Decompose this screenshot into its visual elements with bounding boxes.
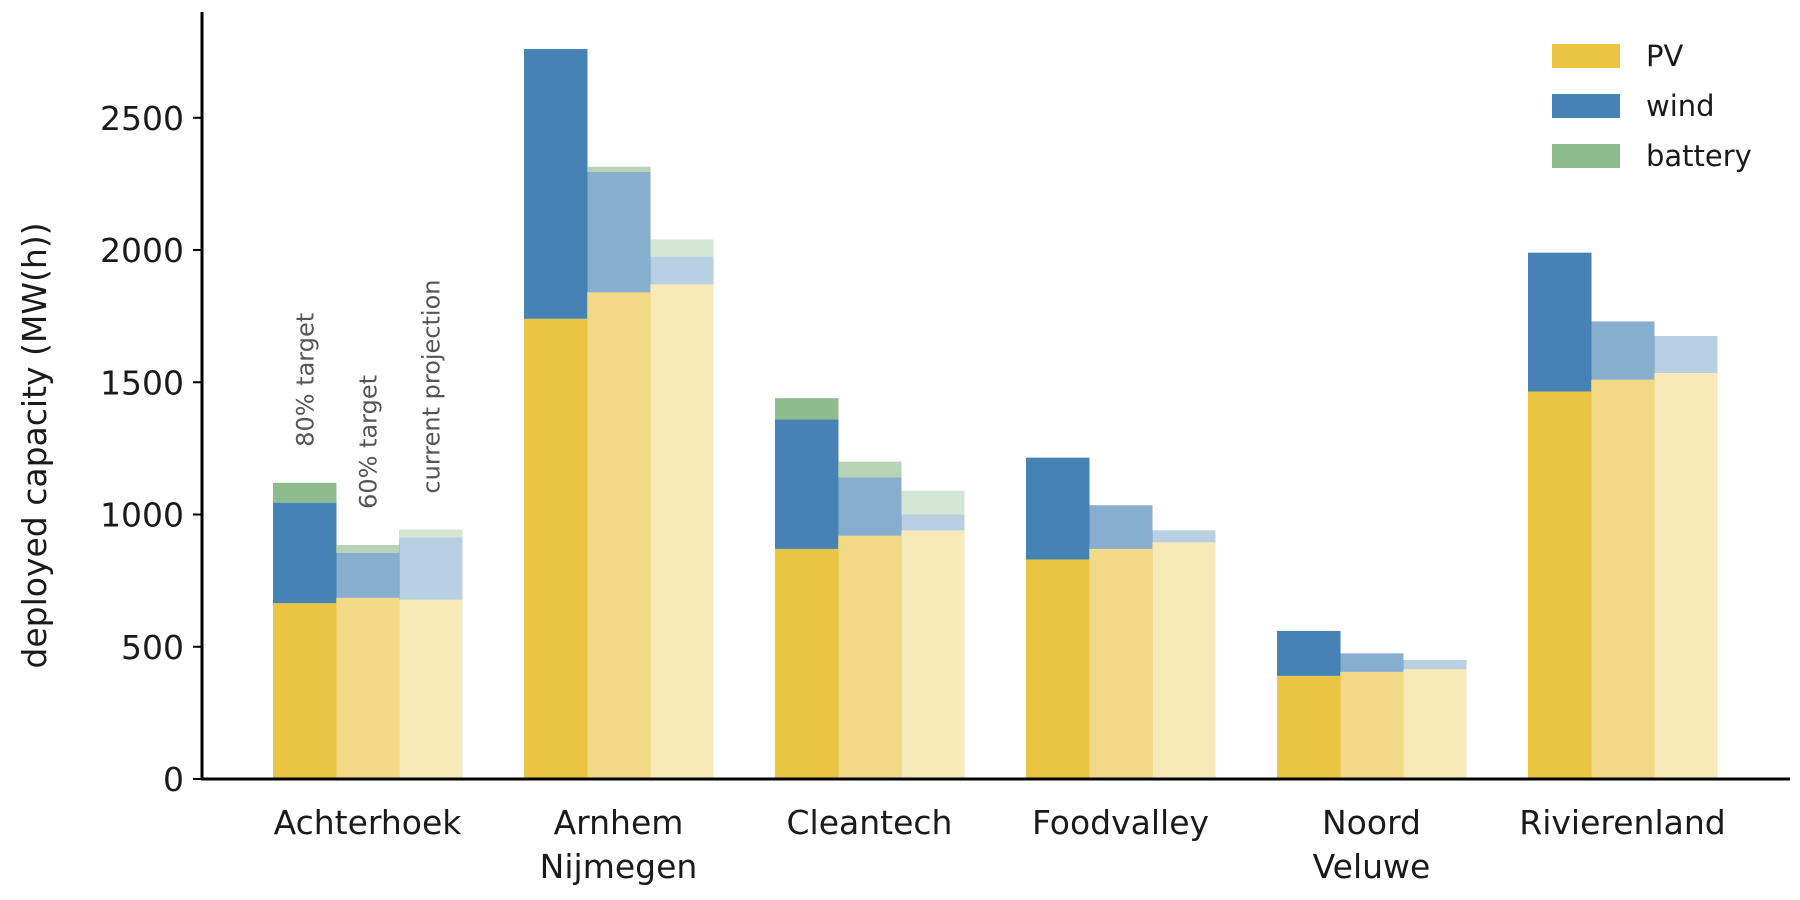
bar-wind-2-2 <box>901 514 965 531</box>
x-tick-label: Arnhem <box>554 803 684 842</box>
x-tick-label: Rivierenland <box>1519 803 1725 842</box>
bar-wind-3-2 <box>1152 530 1216 543</box>
x-tick-label: Noord <box>1322 803 1421 842</box>
legend-swatch-pv <box>1552 44 1620 68</box>
bar-pv-4-2 <box>1403 669 1467 779</box>
bar-battery-2-0 <box>775 398 839 420</box>
bar-wind-2-1 <box>838 477 902 536</box>
y-tick-label: 2000 <box>100 231 184 270</box>
legend-swatch-wind <box>1552 94 1620 118</box>
bar-battery-2-1 <box>838 461 902 478</box>
bar-wind-1-1 <box>587 172 651 293</box>
bar-battery-0-2 <box>399 529 463 538</box>
bar-pv-5-1 <box>1591 379 1655 779</box>
bar-wind-3-0 <box>1026 457 1090 560</box>
bar-wind-0-0 <box>273 502 337 604</box>
bar-pv-2-2 <box>901 530 965 779</box>
bar-wind-5-0 <box>1528 252 1592 392</box>
bar-wind-0-2 <box>399 537 463 600</box>
legend-label-battery: battery <box>1646 139 1752 173</box>
bar-pv-0-1 <box>336 597 400 779</box>
bar-battery-1-1 <box>587 166 651 173</box>
bar-pv-0-2 <box>399 599 463 779</box>
y-tick-label: 500 <box>121 628 184 667</box>
legend-label-wind: wind <box>1646 89 1715 123</box>
scenario-label: 80% target <box>292 313 320 447</box>
bars-layer <box>273 49 1718 779</box>
y-axis-title: deployed capacity (MW(h)) <box>15 222 54 668</box>
bar-battery-0-0 <box>273 482 337 503</box>
bar-wind-0-1 <box>336 552 400 598</box>
bar-pv-5-2 <box>1654 373 1718 779</box>
legend-label-pv: PV <box>1646 39 1683 73</box>
x-tick-label: Achterhoek <box>274 803 463 842</box>
bar-pv-3-2 <box>1152 542 1216 779</box>
scenario-label: current projection <box>418 280 446 494</box>
x-tick-label: Foodvalley <box>1032 803 1209 842</box>
bar-wind-4-1 <box>1340 653 1404 672</box>
bar-pv-3-0 <box>1026 559 1090 779</box>
bar-pv-1-2 <box>650 284 714 779</box>
y-tick-label: 1000 <box>100 496 184 535</box>
y-tick-label: 1500 <box>100 363 184 402</box>
axes-layer: 0 500 1000 1500 2000 2500 deployed capacity (M… <box>15 12 1790 799</box>
scenario-label: 60% target <box>355 375 383 509</box>
bar-pv-2-0 <box>775 548 839 779</box>
bar-battery-0-1 <box>336 544 400 553</box>
y-tick-label: 0 <box>163 760 184 799</box>
bar-pv-1-1 <box>587 292 651 779</box>
bar-pv-5-0 <box>1528 391 1592 779</box>
bar-wind-5-1 <box>1591 321 1655 380</box>
bar-pv-1-0 <box>524 318 588 779</box>
bar-pv-3-1 <box>1089 548 1153 779</box>
bar-pv-0-0 <box>273 603 337 779</box>
bar-wind-4-0 <box>1277 630 1341 676</box>
x-tick-label: Veluwe <box>1313 847 1431 886</box>
x-tick-label: Cleantech <box>787 803 953 842</box>
bar-wind-4-2 <box>1403 659 1467 670</box>
bar-pv-4-1 <box>1340 671 1404 779</box>
bar-pv-4-0 <box>1277 675 1341 779</box>
legend-swatch-battery <box>1552 144 1620 168</box>
bar-wind-2-0 <box>775 419 839 549</box>
y-tick-label: 2500 <box>100 99 184 138</box>
legend: PV wind battery <box>1552 39 1752 173</box>
bar-pv-2-1 <box>838 535 902 779</box>
bar-battery-2-2 <box>901 490 965 515</box>
bar-battery-1-2 <box>650 239 714 257</box>
x-tick-label: Nijmegen <box>540 847 698 886</box>
bar-wind-3-1 <box>1089 505 1153 549</box>
labels-layer: Achterhoek Arnhem Nijmegen Cleantech Foodval… <box>274 280 1726 886</box>
bar-wind-5-2 <box>1654 335 1718 374</box>
bar-wind-1-2 <box>650 256 714 285</box>
bar-wind-1-0 <box>524 49 588 319</box>
